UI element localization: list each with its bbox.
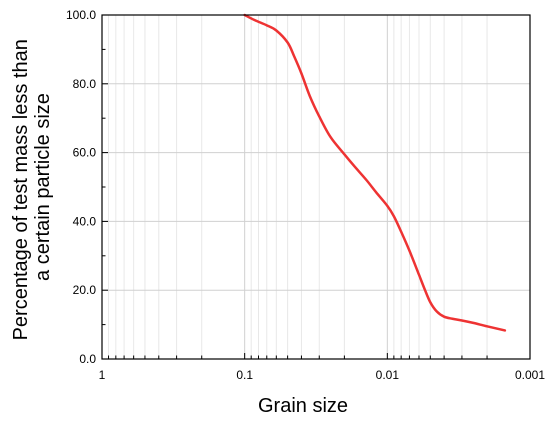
- ticks: 0.0 20.0 40.0 60.0 80.0 100.0 1 0.1 0.01 0.001: [66, 8, 545, 382]
- y-axis-label: Percentage of test mass less than a cert…: [10, 34, 54, 341]
- y-tick-label: 0.0: [79, 352, 96, 366]
- y-tick-label: 20.0: [73, 283, 97, 297]
- x-tick-label: 0.01: [376, 368, 400, 382]
- x-axis-label: Grain size: [258, 395, 348, 417]
- y-tick-label: 60.0: [73, 146, 97, 160]
- grid: [102, 15, 531, 359]
- x-tick-label: 1: [99, 368, 106, 382]
- series-layer: [243, 13, 507, 332]
- y-axis-label-line-2: a certain particle size: [32, 93, 54, 281]
- x-tick-label: 0.1: [236, 368, 253, 382]
- y-axis-label-line-1: Percentage of test mass less than: [10, 39, 32, 340]
- y-tick-label: 40.0: [73, 214, 97, 228]
- y-tick-label: 100.0: [66, 8, 96, 22]
- x-tick-label: 0.001: [515, 368, 545, 382]
- y-tick-label: 80.0: [73, 77, 97, 91]
- plot-frame: [101, 14, 531, 360]
- series-line: [243, 13, 507, 332]
